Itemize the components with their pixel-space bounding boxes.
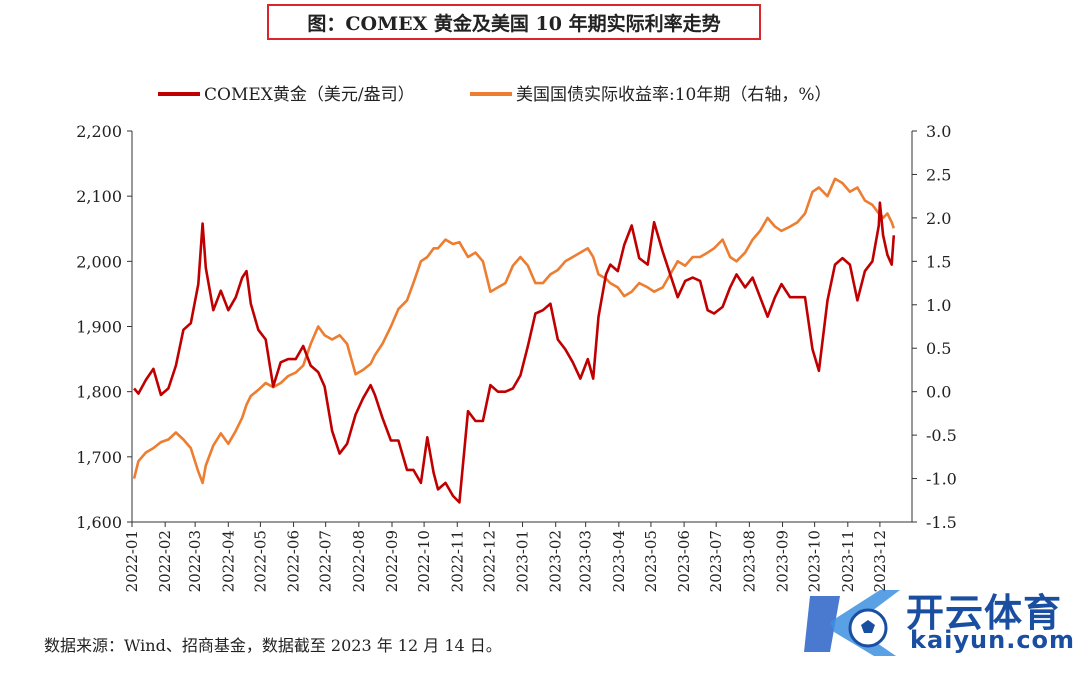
right-axis-tick-label: -1.5 bbox=[926, 513, 957, 532]
left-axis-tick-label: 2,200 bbox=[76, 122, 122, 141]
x-axis-tick-label: 2023-04 bbox=[610, 530, 628, 592]
left-axis-tick-label: 1,700 bbox=[76, 448, 122, 467]
right-axis-tick-label: -0.5 bbox=[926, 426, 957, 445]
series-line-real-yield bbox=[132, 177, 896, 485]
x-axis-tick-label: 2023-03 bbox=[577, 530, 595, 592]
x-axis-tick-label: 2022-11 bbox=[448, 530, 466, 592]
watermark-logo: 开云体育 kaiyun.com bbox=[800, 582, 1074, 662]
legend-item-comex-gold-label: COMEX黄金（美元/盎司） bbox=[204, 85, 415, 105]
x-axis-tick-label: 2022-05 bbox=[251, 530, 269, 592]
left-axis-tick-label: 2,100 bbox=[76, 187, 122, 206]
left-axis-tick-label: 1,800 bbox=[76, 383, 122, 402]
left-axis-tick-label: 1,600 bbox=[76, 513, 122, 532]
x-axis-tick-label: 2022-07 bbox=[317, 530, 335, 592]
right-axis-tick-label: 1.5 bbox=[926, 252, 951, 271]
x-axis-tick-label: 2023-11 bbox=[839, 530, 857, 592]
left-axis-tick-label: 1,900 bbox=[76, 318, 122, 337]
watermark-text: 开云体育 bbox=[906, 591, 1063, 635]
x-axis-tick-label: 2023-06 bbox=[675, 530, 693, 592]
x-axis-tick-label: 2023-09 bbox=[774, 530, 792, 592]
x-axis-tick-label: 2022-04 bbox=[219, 530, 237, 592]
x-axis-tick-label: 2023-08 bbox=[740, 530, 758, 592]
source-note: 数据来源：Wind、招商基金，数据截至 2023 年 12 月 14 日。 bbox=[44, 636, 502, 655]
x-axis-tick-label: 2023-12 bbox=[871, 530, 889, 592]
right-axis-tick-label: -1.0 bbox=[926, 470, 957, 489]
x-axis-tick-label: 2023-02 bbox=[547, 530, 565, 592]
right-axis-tick-label: 1.0 bbox=[926, 296, 951, 315]
right-axis-tick-label: 2.5 bbox=[926, 165, 951, 184]
x-axis-tick-label: 2022-03 bbox=[186, 530, 204, 592]
right-axis-tick-label: 0.0 bbox=[926, 383, 951, 402]
x-axis-tick-label: 2023-10 bbox=[806, 530, 824, 592]
chart-title: 图：COMEX 黄金及美国 10 年期实际利率走势 bbox=[267, 4, 761, 40]
x-axis-tick-label: 2023-07 bbox=[707, 530, 725, 592]
right-axis-tick-label: 0.5 bbox=[926, 339, 951, 358]
soccer-ball-icon bbox=[804, 590, 900, 656]
x-axis-tick-label: 2022-02 bbox=[156, 530, 174, 592]
x-axis-tick-label: 2022-10 bbox=[415, 530, 433, 592]
x-axis-tick-label: 2022-12 bbox=[480, 530, 498, 592]
x-axis-tick-label: 2022-08 bbox=[350, 530, 368, 592]
watermark-subtext: kaiyun.com bbox=[910, 626, 1076, 654]
x-axis-tick-label: 2023-05 bbox=[642, 530, 660, 592]
right-axis-tick-label: 2.0 bbox=[926, 209, 951, 228]
x-axis-tick-label: 2022-01 bbox=[123, 530, 141, 592]
legend-item-real-yield-label: 美国国债实际收益率:10年期（右轴，%） bbox=[516, 85, 832, 105]
right-axis-tick-label: 3.0 bbox=[926, 122, 951, 141]
x-axis-tick-label: 2022-06 bbox=[285, 530, 303, 592]
left-axis-tick-label: 2,000 bbox=[76, 252, 122, 271]
x-axis-tick-label: 2022-09 bbox=[383, 530, 401, 592]
series-line-comex-gold bbox=[133, 201, 896, 504]
x-axis-tick-label: 2023-01 bbox=[514, 530, 532, 592]
